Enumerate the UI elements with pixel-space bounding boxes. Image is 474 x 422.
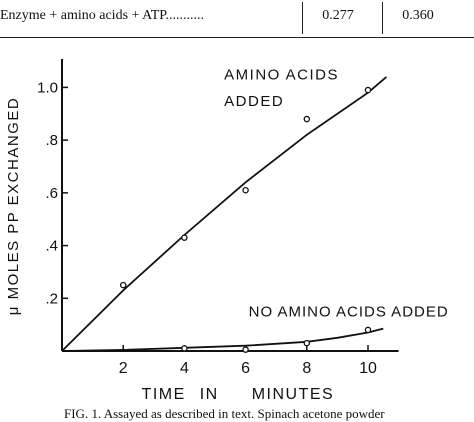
x-tick-label: 2: [119, 360, 128, 377]
series-2-point: [303, 339, 311, 347]
table-divider: [382, 2, 383, 34]
series-1-point: [119, 281, 127, 289]
series-1-label-line-1: AMINO ACIDS: [224, 66, 339, 83]
chart-points: [119, 86, 372, 353]
table-row-label-text: Enzyme + amino acids + ATP: [0, 8, 166, 23]
series-1-label-line-2: ADDED: [224, 93, 284, 110]
table-row: Enzyme + amino acids + ATP........... 0.…: [0, 2, 474, 34]
pp-exchange-chart: .2 .4 .6 .8 1.0 2 4 6 8 10 μ MOLES PP EXCHANGED T…: [5, 59, 449, 403]
x-tick-label: 6: [241, 360, 250, 377]
y-axis-label: μ MOLES PP EXCHANGED: [5, 97, 22, 315]
x-tick-label: 8: [302, 360, 311, 377]
figure-caption: FIG. 1. Assayed as described in text. Sp…: [64, 406, 385, 421]
x-tick-label: 10: [359, 360, 377, 377]
series-2-line: [61, 327, 384, 352]
y-tick-label: 1.0: [37, 79, 58, 96]
table-divider: [302, 2, 303, 34]
x-axis-label-word: TIME: [142, 386, 186, 403]
table-value-1: 0.277: [322, 8, 354, 23]
series-1-point: [364, 86, 372, 94]
series-1-point: [242, 186, 249, 194]
y-tick-label: .4: [45, 238, 58, 255]
series-1-point: [181, 234, 188, 241]
y-tick-label: .2: [45, 290, 58, 307]
table-row-label: Enzyme + amino acids + ATP...........: [0, 8, 204, 24]
chart-axes: .2 .4 .6 .8 1.0 2 4 6 8 10: [37, 59, 399, 377]
chart-labels: μ MOLES PP EXCHANGED TIME IN MINUTES AMINO…: [5, 66, 449, 403]
table-value-2: 0.360: [402, 8, 434, 23]
series-2-point: [364, 326, 372, 334]
series-2-label: NO AMINO ACIDS ADDED: [249, 304, 449, 321]
x-tick-label: 4: [180, 360, 189, 377]
x-axis-label-word: IN: [200, 386, 219, 403]
y-tick-label: .6: [45, 185, 58, 202]
y-tick-label: .8: [45, 132, 58, 149]
series-2-point: [181, 345, 188, 352]
series-1-point: [303, 115, 311, 123]
table-row-leader: ...........: [165, 8, 205, 23]
table-bottom-rule: [0, 37, 474, 38]
series-2-point: [242, 346, 249, 353]
x-axis-label-word: MINUTES: [252, 386, 335, 403]
x-axis-label: TIME IN MINUTES: [142, 386, 335, 403]
